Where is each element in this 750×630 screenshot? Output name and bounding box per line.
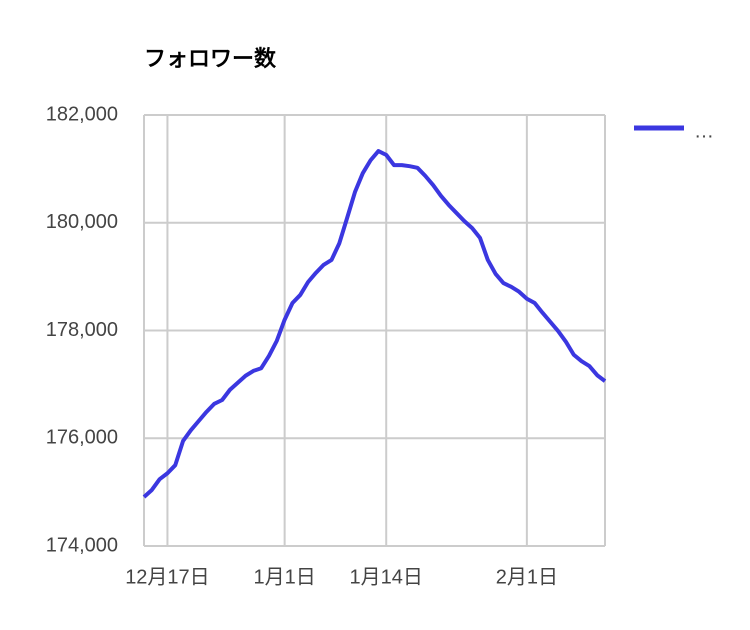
legend-label: … xyxy=(694,120,714,142)
x-tick-label: 12月17日 xyxy=(125,566,210,588)
x-tick-label: 1月14日 xyxy=(350,566,423,588)
y-tick-label: 174,000 xyxy=(46,534,118,556)
line-series xyxy=(142,149,607,499)
y-tick-label: 182,000 xyxy=(46,103,118,125)
y-tick-label: 176,000 xyxy=(46,427,118,449)
chart-title: フォロワー数 xyxy=(144,46,277,71)
x-tick-label: 2月1日 xyxy=(496,566,558,588)
y-tick-label: 178,000 xyxy=(46,319,118,341)
y-tick-label: 180,000 xyxy=(46,211,118,233)
x-tick-label: 1月1日 xyxy=(254,566,316,588)
